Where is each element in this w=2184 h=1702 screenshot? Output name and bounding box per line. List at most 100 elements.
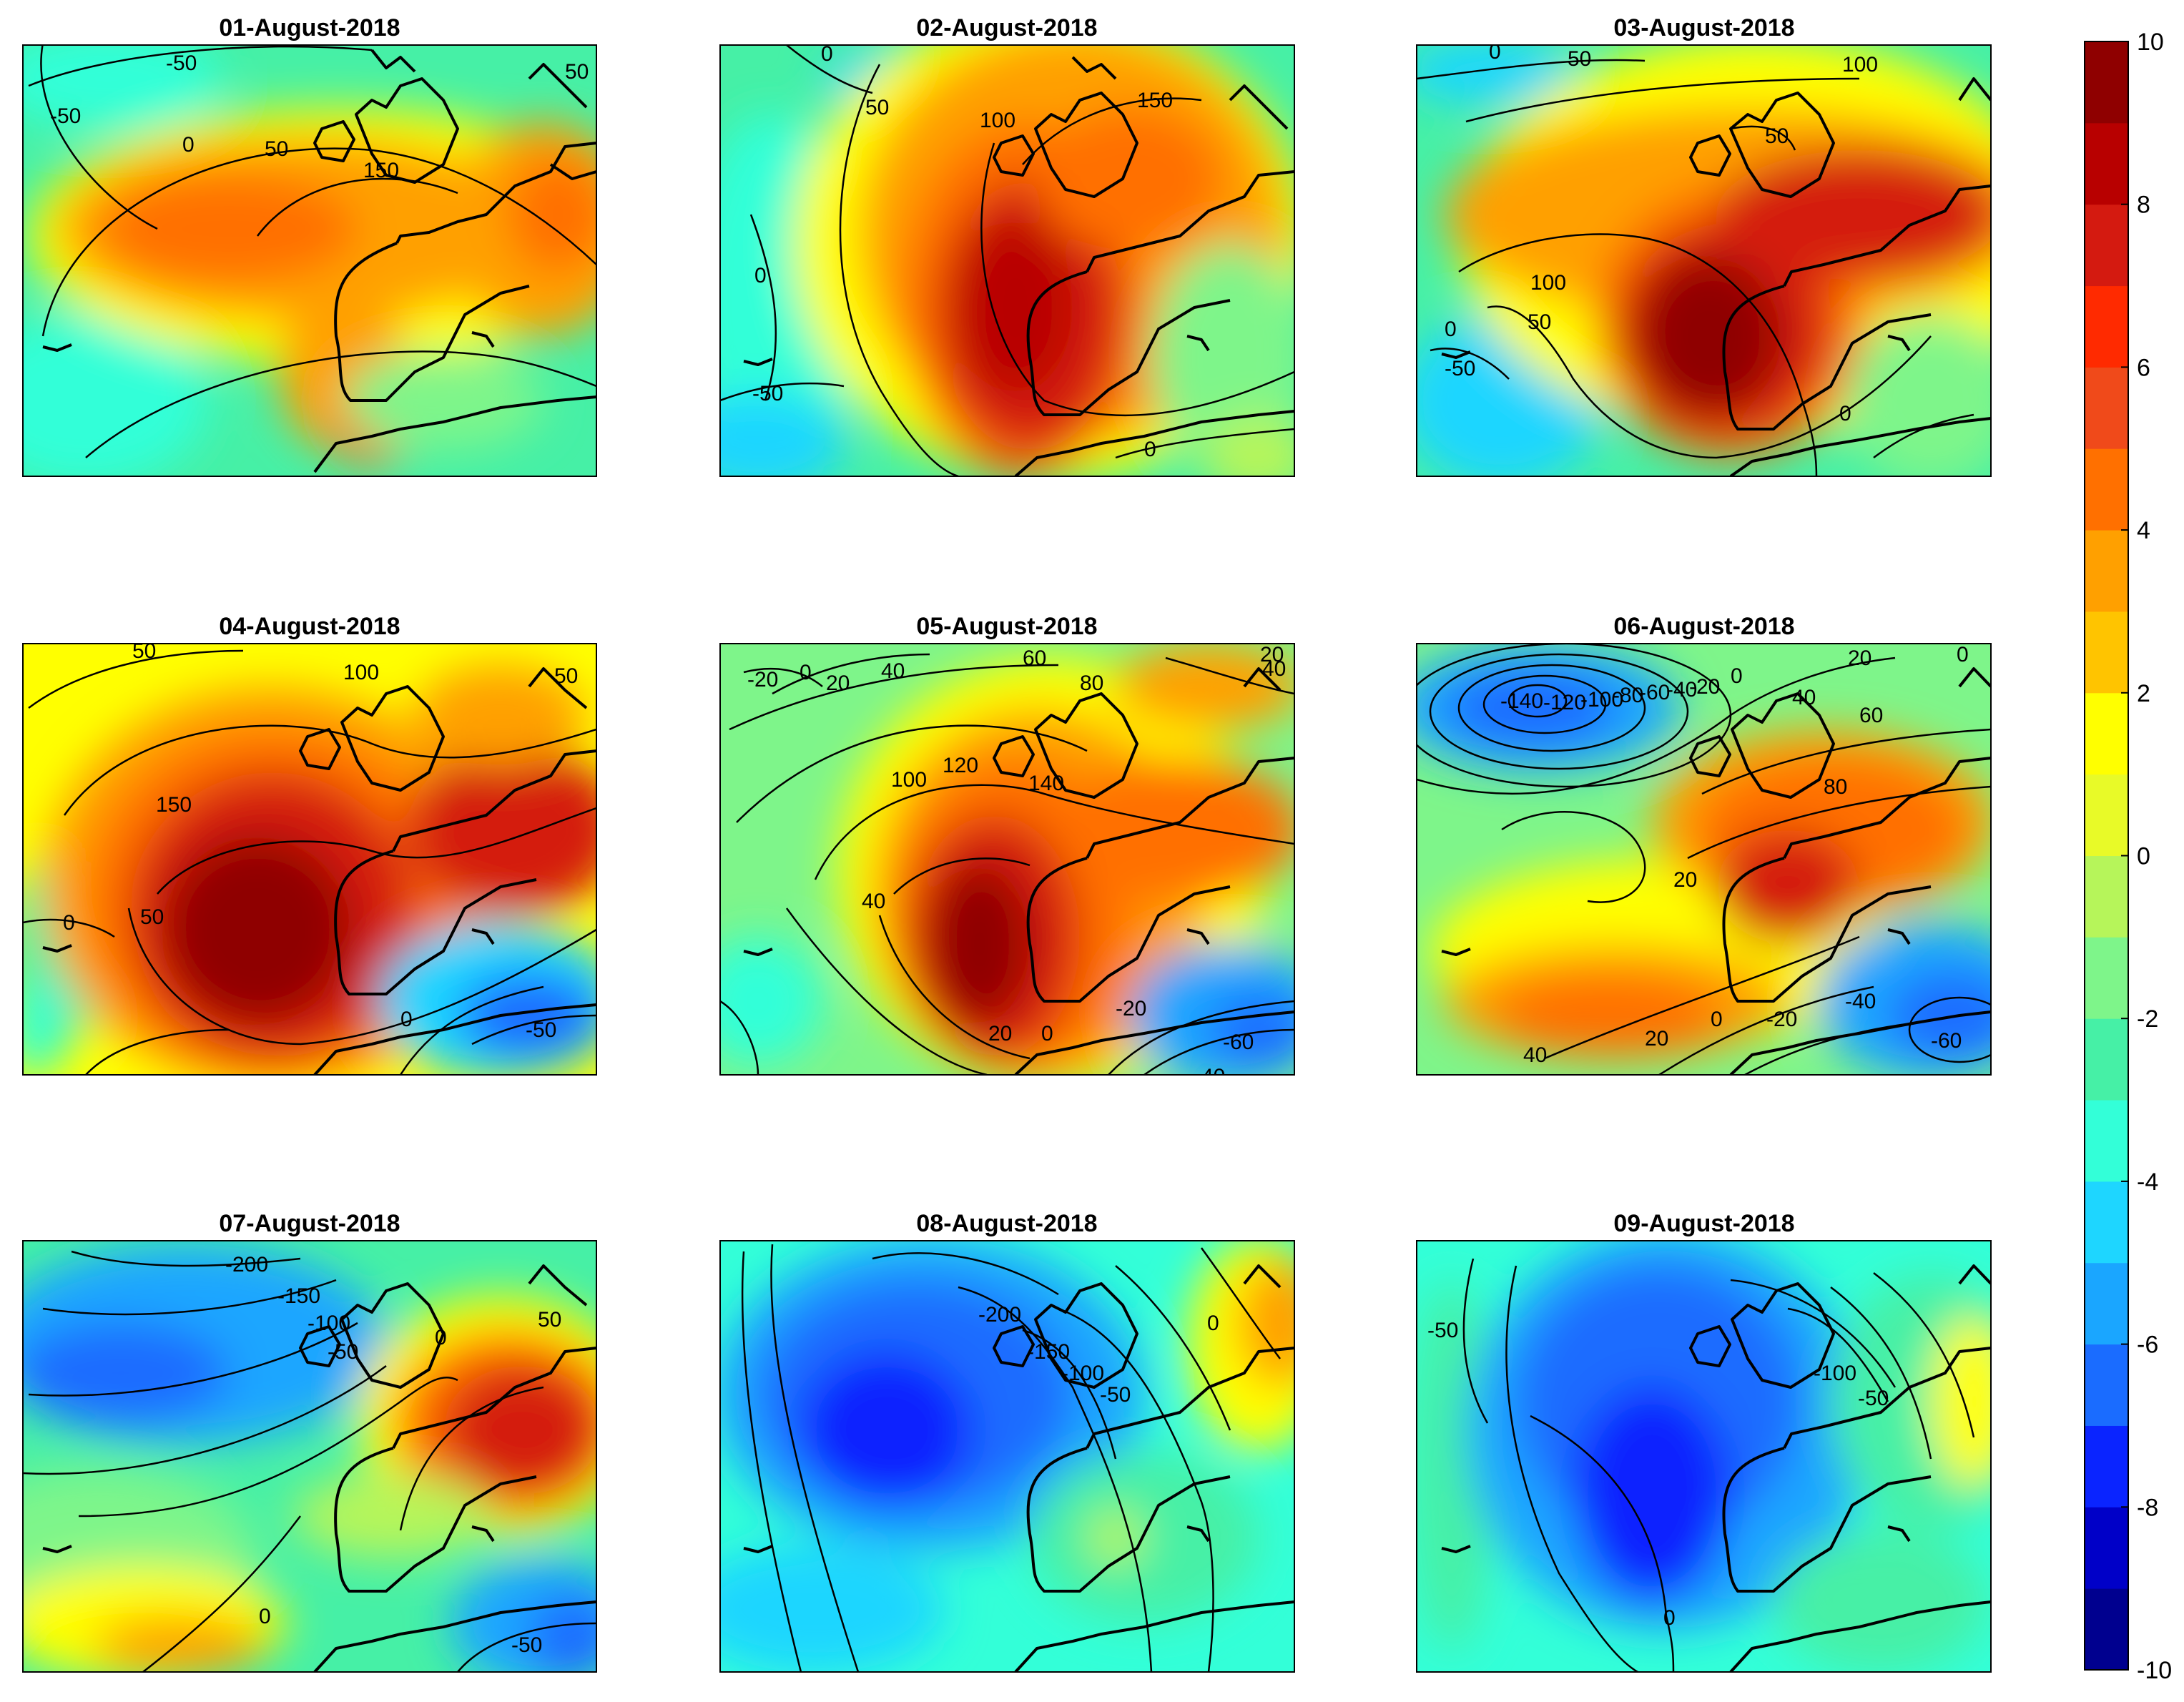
- contour-label: 20: [1645, 1027, 1668, 1051]
- contour-label: 20: [826, 672, 850, 695]
- contour-label: -40: [1194, 1065, 1225, 1088]
- contour-label: 20: [1260, 643, 1284, 666]
- panel-title: 02-August-2018: [916, 14, 1097, 41]
- contour-label: 0: [1663, 1606, 1676, 1630]
- contour-label: 40: [1523, 1043, 1547, 1067]
- contour-label: -60: [1931, 1029, 1962, 1053]
- contour-label: 40: [1262, 657, 1286, 681]
- panel-title: 07-August-2018: [219, 1210, 400, 1237]
- contour-label: 50: [1765, 124, 1789, 148]
- colorbar-segment: [2085, 204, 2128, 287]
- contour-label: 80: [1824, 775, 1847, 799]
- map-field: -200 -150 -100 -50 0: [720, 1241, 1294, 1672]
- contour-label: 0: [1957, 643, 1969, 666]
- contour-label: 20: [1848, 646, 1871, 670]
- map-field: -50 -50 0 50 150 50: [23, 45, 596, 476]
- contour-label: 100: [1842, 53, 1878, 77]
- contour-label: -50: [1445, 357, 1475, 380]
- contour-label: 40: [862, 890, 885, 913]
- colorbar-tick-label: 4: [2137, 517, 2150, 544]
- map-field: -140 -120 -100 -80 -60 -40 -20 0 20 0 40…: [1417, 643, 1991, 1075]
- contour-label: 0: [1445, 318, 1457, 341]
- map-field: -200 -150 -100 -50 0 50 0 -50: [23, 1241, 596, 1672]
- map-panel-1: 01-August-2018: [22, 14, 597, 477]
- contour-label: 50: [865, 96, 889, 119]
- contour-label: 0: [400, 1008, 413, 1031]
- colorbar-segment: [2085, 1018, 2128, 1101]
- contour-label: -40: [1666, 678, 1697, 702]
- contour-label: 0: [1144, 438, 1156, 461]
- contour-label: 0: [1041, 1022, 1053, 1046]
- map-panel-8: 08-August-2018: [719, 1210, 1295, 1673]
- contour-label: -20: [1766, 1008, 1797, 1031]
- contour-label: 150: [1137, 89, 1173, 112]
- colorbar-tick-label: 10: [2137, 29, 2164, 56]
- contour-label: 150: [156, 793, 192, 817]
- colorbar-segment: [2085, 448, 2128, 531]
- colorbar-tick-label: -8: [2137, 1494, 2158, 1521]
- contour-label: 0: [754, 264, 767, 287]
- map-field: -50 -100 -50 0: [1417, 1241, 1991, 1672]
- contour-label: -50: [1100, 1383, 1131, 1407]
- colorbar: 10 8 6 4 2 0 -2 -4 -6 -8 -10: [2084, 29, 2172, 1684]
- panel-title: 03-August-2018: [1613, 14, 1794, 41]
- contour-label: -50: [1858, 1387, 1889, 1410]
- map-field: 0 50 100 150 0 -50 0: [720, 45, 1294, 476]
- map-field: 0 50 100 50 100 50 0 -50 0: [1417, 45, 1991, 476]
- contour-label: -50: [526, 1018, 556, 1042]
- contour-label: 120: [943, 754, 978, 777]
- map-field: -20 0 20 40 60 80 20 40 100 120 140 40 2…: [720, 643, 1294, 1088]
- map-panel-6: 06-August-2018: [1416, 613, 1992, 1076]
- panel-title: 06-August-2018: [1613, 613, 1794, 640]
- contour-label: -80: [1613, 684, 1643, 707]
- contour-label: -150: [277, 1284, 320, 1308]
- colorbar-tick-label: -2: [2137, 1005, 2158, 1033]
- map-panel-3: 03-August-2018: [1416, 14, 1992, 477]
- contour-label: 150: [363, 159, 399, 182]
- contour-label: 50: [132, 639, 156, 663]
- panel-title: 05-August-2018: [916, 613, 1097, 640]
- contour-label: -100: [1061, 1362, 1104, 1385]
- contour-label: 40: [881, 659, 905, 683]
- contour-label: 50: [1568, 47, 1591, 71]
- colorbar-segment: [2085, 1588, 2128, 1671]
- contour-label: -100: [1580, 688, 1623, 712]
- colorbar-segment: [2085, 1181, 2128, 1264]
- colorbar-ticks: 10 8 6 4 2 0 -2 -4 -6 -8 -10: [2121, 29, 2172, 1684]
- contour-label: 0: [435, 1326, 447, 1349]
- contour-label: 60: [1859, 704, 1883, 727]
- contour-label: -150: [1027, 1340, 1070, 1364]
- contour-label: 50: [554, 664, 578, 688]
- contour-label: 50: [140, 905, 164, 929]
- contour-label: 0: [63, 911, 75, 935]
- contour-label: -50: [1427, 1319, 1458, 1342]
- contour-label: -100: [1814, 1362, 1856, 1385]
- colorbar-segment: [2085, 1425, 2128, 1507]
- contour-label: -50: [752, 382, 783, 405]
- contour-label: 50: [265, 137, 288, 161]
- colorbar-segment: [2085, 1344, 2128, 1426]
- colorbar-segment: [2085, 122, 2128, 205]
- contour-label: 100: [343, 661, 379, 684]
- contour-label: 0: [1731, 664, 1743, 688]
- contour-label: 0: [1207, 1312, 1219, 1335]
- contour-label: 50: [565, 60, 589, 84]
- colorbar-tick-label: -6: [2137, 1332, 2158, 1359]
- contour-label: -60: [1639, 681, 1670, 704]
- colorbar-tick-label: 2: [2137, 680, 2150, 707]
- colorbar-segment: [2085, 285, 2128, 368]
- colorbar-tick-label: 0: [2137, 843, 2150, 870]
- map-panel-4: 04-August-2018: [22, 613, 597, 1076]
- colorbar-tick-label: -4: [2137, 1169, 2158, 1196]
- panel-title: 01-August-2018: [219, 14, 400, 41]
- colorbar-segment: [2085, 530, 2128, 612]
- map-panel-7: 07-August-2018: [22, 1210, 597, 1673]
- colorbar-segment: [2085, 774, 2128, 856]
- colorbar-segment: [2085, 367, 2128, 449]
- contour-label: -20: [747, 668, 778, 692]
- colorbar-segment: [2085, 937, 2128, 1019]
- colorbar-segment: [2085, 855, 2128, 938]
- contour-label: -100: [308, 1312, 350, 1335]
- contour-label: -20: [1116, 997, 1146, 1020]
